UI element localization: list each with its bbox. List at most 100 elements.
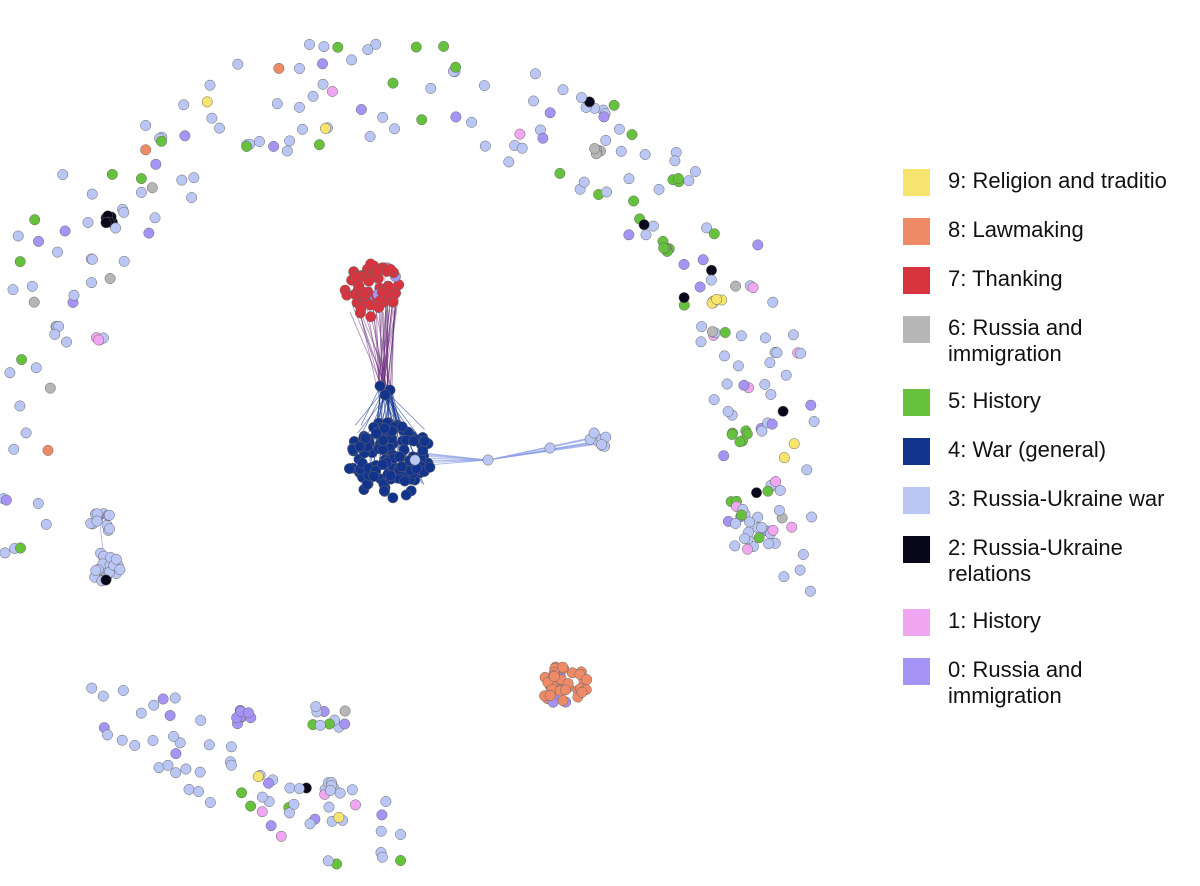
node <box>544 442 556 454</box>
edge <box>382 297 395 391</box>
legend-item: 5: History <box>903 388 1200 416</box>
node <box>252 771 264 782</box>
node <box>153 762 165 774</box>
node <box>718 450 730 462</box>
node <box>275 830 287 842</box>
node <box>186 192 198 204</box>
node <box>361 479 373 490</box>
node <box>322 855 334 867</box>
node <box>372 265 384 277</box>
node <box>110 222 122 234</box>
node <box>90 565 102 576</box>
node <box>778 571 790 583</box>
legend-item: 8: Lawmaking <box>903 217 1200 245</box>
node <box>762 485 774 497</box>
node <box>419 435 431 447</box>
node <box>14 400 26 412</box>
legend-label: 5: History <box>948 388 1041 413</box>
node <box>135 707 147 719</box>
legend-swatch <box>903 609 930 636</box>
node <box>8 443 20 455</box>
node <box>705 274 717 286</box>
node <box>68 289 80 301</box>
node <box>395 855 407 866</box>
node <box>797 549 809 560</box>
node <box>232 58 244 70</box>
node <box>589 143 601 155</box>
node <box>738 379 750 391</box>
legend-swatch <box>903 389 930 416</box>
node <box>44 382 56 394</box>
node <box>102 729 113 741</box>
edge <box>421 453 489 461</box>
node <box>578 176 590 188</box>
node <box>697 254 709 266</box>
node <box>557 695 569 707</box>
node <box>30 362 42 374</box>
node <box>753 532 765 544</box>
node <box>678 258 690 270</box>
node <box>756 522 768 533</box>
node <box>149 212 161 224</box>
node <box>706 326 718 338</box>
node <box>708 228 720 240</box>
node <box>100 574 112 586</box>
legend-label: 0: Russia and immigration <box>948 657 1083 708</box>
node <box>206 112 218 124</box>
node <box>4 367 16 379</box>
legend-label: 2: Russia-Ukraine relations <box>948 535 1123 586</box>
node <box>174 737 186 749</box>
node <box>169 692 181 704</box>
node <box>170 748 182 760</box>
node <box>721 378 733 390</box>
node <box>343 463 355 475</box>
node <box>417 445 429 457</box>
node <box>739 533 751 545</box>
node <box>804 585 816 597</box>
node <box>683 175 695 187</box>
node <box>375 825 387 837</box>
node <box>385 263 397 275</box>
node <box>756 425 768 437</box>
node <box>110 553 122 565</box>
node <box>20 427 32 439</box>
node <box>385 470 397 482</box>
node <box>801 464 813 476</box>
node <box>378 485 390 497</box>
node <box>204 79 216 91</box>
node <box>225 759 237 771</box>
node <box>349 271 361 283</box>
legend-swatch <box>903 438 930 465</box>
node <box>613 123 625 135</box>
node <box>554 167 566 179</box>
node <box>378 423 390 434</box>
node <box>400 489 412 501</box>
node <box>204 797 216 808</box>
node <box>350 799 361 811</box>
node <box>726 428 738 440</box>
node <box>129 739 141 751</box>
legend-swatch <box>903 316 930 343</box>
node <box>318 41 330 53</box>
node <box>40 518 52 530</box>
node <box>225 741 237 753</box>
node <box>752 239 764 251</box>
legend-item: 6: Russia and immigration <box>903 315 1200 367</box>
node <box>333 811 345 823</box>
node <box>15 542 26 554</box>
edge <box>381 291 389 391</box>
node <box>97 690 109 702</box>
legend-item: 0: Russia and immigration <box>903 657 1200 709</box>
node <box>14 256 26 268</box>
legend-swatch <box>903 536 930 563</box>
node <box>304 818 316 830</box>
node <box>416 114 428 126</box>
node <box>355 303 367 315</box>
node <box>647 220 659 232</box>
node <box>424 461 436 473</box>
node <box>256 806 268 818</box>
node <box>170 767 182 779</box>
node <box>265 820 277 832</box>
node <box>766 418 778 430</box>
legend-label: 3: Russia-Ukraine war <box>948 486 1165 511</box>
